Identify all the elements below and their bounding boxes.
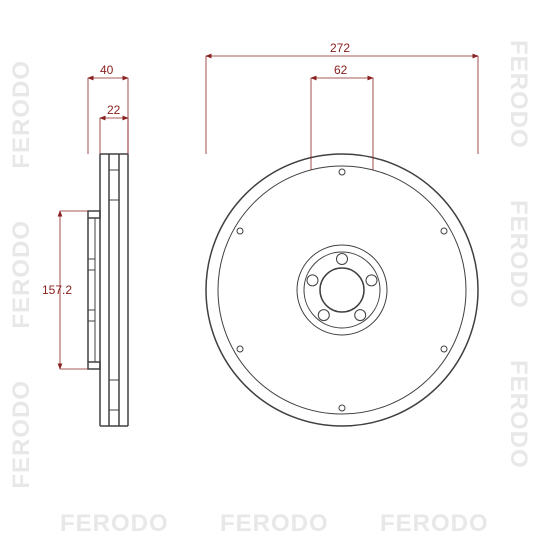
dim-hub-diameter: 62 xyxy=(334,63,348,77)
dim-height: 157.2 xyxy=(42,283,72,297)
dim-overall-width: 40 xyxy=(100,63,114,77)
dimensions: 272 62 40 22 157.2 xyxy=(42,41,478,369)
side-view xyxy=(88,154,128,426)
front-view xyxy=(206,154,478,426)
dim-disc-diameter: 272 xyxy=(330,41,350,55)
technical-drawing: 272 62 40 22 157.2 xyxy=(0,0,540,540)
dim-vent-width: 22 xyxy=(107,103,121,117)
